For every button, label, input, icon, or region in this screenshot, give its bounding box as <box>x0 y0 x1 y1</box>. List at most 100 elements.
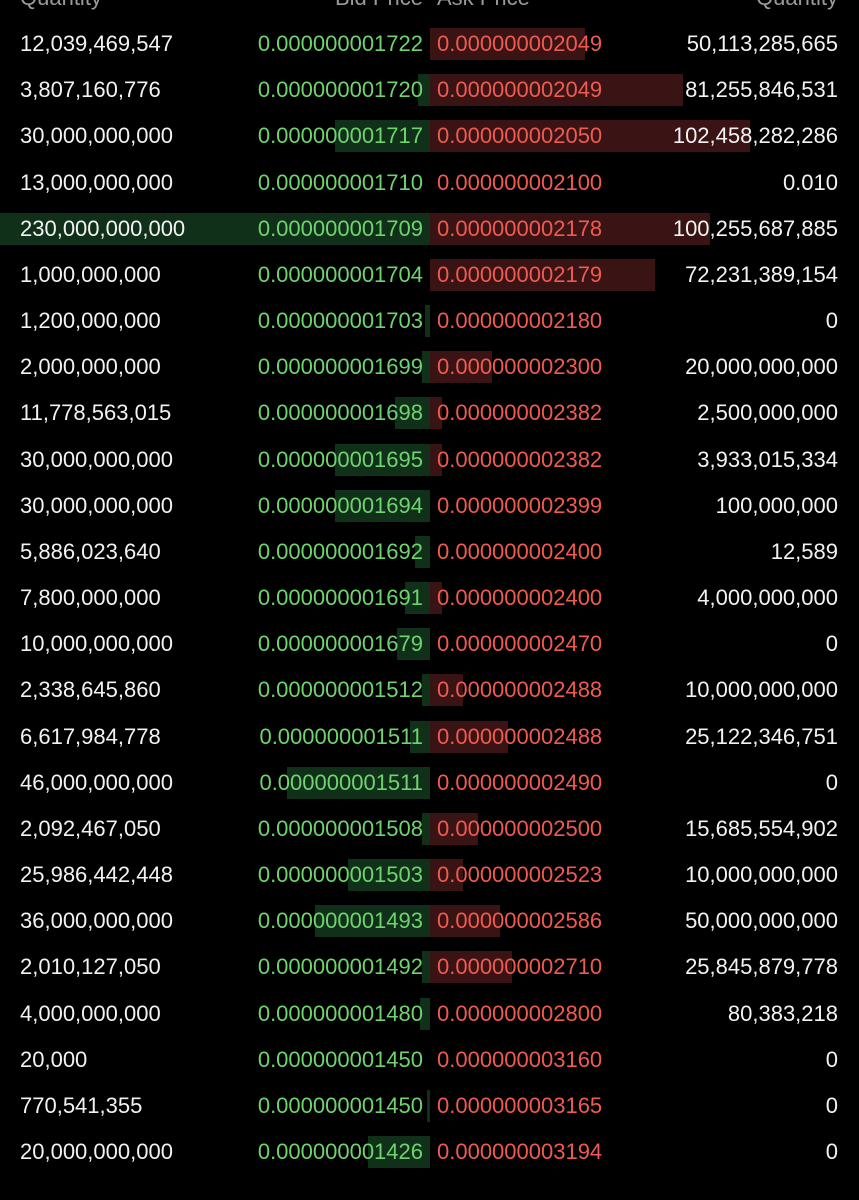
ask-depth-bar <box>430 582 442 615</box>
bid-quantity: 30,000,000,000 <box>20 446 173 472</box>
ask-depth-bar <box>430 674 463 707</box>
bid-quantity: 2,000,000,000 <box>20 354 161 380</box>
bid-depth-bar <box>335 489 430 522</box>
ask-price: 0.000000002049 <box>437 31 603 56</box>
bid-price: 0.000000001480 <box>257 1000 423 1026</box>
bid-depth-bar <box>348 859 430 892</box>
bid-depth-bar <box>418 74 430 107</box>
bid-price: 0.000000001508 <box>257 815 423 841</box>
bid-price: 0.000000001704 <box>257 261 423 287</box>
ask-price: 0.000000002180 <box>437 308 603 334</box>
ask-depth-bar <box>430 120 750 153</box>
bid-quantity: 12,039,469,547 <box>20 31 173 56</box>
bid-quantity: 25,986,442,448 <box>20 862 173 888</box>
ask-price: 0.000000002049 <box>437 77 603 103</box>
ask-price: 0.000000003165 <box>437 1092 603 1118</box>
ask-price: 0.000000002050 <box>437 123 603 149</box>
header-quantity: Quantity <box>756 0 838 13</box>
bid-quantity: 20,000 <box>20 1046 88 1072</box>
ask-quantity: 80,383,218 <box>727 1000 838 1026</box>
bid-depth-bar <box>405 582 430 615</box>
ask-depth-bar <box>430 905 500 938</box>
ask-quantity: 50,000,000,000 <box>685 908 838 934</box>
ask-quantity: 0 <box>825 769 838 795</box>
ask-price: 0.000000002179 <box>437 261 603 287</box>
bid-depth-bar <box>422 812 430 845</box>
ask-quantity: 0 <box>825 1046 838 1072</box>
bid-quantity: 5,886,023,640 <box>20 538 161 564</box>
header-bid-price: Bid Price <box>335 0 423 13</box>
ask-depth-bar <box>430 351 492 384</box>
ask-depth-bar <box>430 397 442 430</box>
ask-quantity: 25,122,346,751 <box>685 723 838 749</box>
ask-depth-bar <box>430 859 463 892</box>
bid-price: 0.000000001511 <box>259 769 423 795</box>
bid-price: 0.000000001703 <box>257 308 423 334</box>
bid-depth-bar <box>422 951 430 984</box>
ask-price: 0.000000002382 <box>437 400 603 426</box>
bid-depth-bar <box>315 905 430 938</box>
ask-quantity: 10,000,000,000 <box>685 677 838 703</box>
ask-depth-bar <box>430 951 512 984</box>
bid-price: 0.000000001511 <box>259 723 423 749</box>
ask-depth-bar <box>430 258 655 291</box>
bid-quantity: 10,000,000,000 <box>20 631 173 657</box>
ask-depth-bar <box>430 212 710 245</box>
bid-depth-bar <box>287 766 430 799</box>
bid-price: 0.000000001692 <box>257 538 423 564</box>
ask-depth-bar <box>430 28 585 60</box>
ask-quantity: 0.010 <box>782 169 838 195</box>
bid-price: 0.000000001717 <box>257 123 423 149</box>
bid-quantity: 1,000,000,000 <box>20 261 161 287</box>
ask-price: 0.000000002490 <box>437 769 603 795</box>
bid-depth-bar <box>422 351 430 384</box>
ask-quantity: 25,845,879,778 <box>685 954 838 980</box>
ask-price: 0.000000002586 <box>437 908 603 934</box>
ask-price: 0.000000002178 <box>437 215 603 241</box>
bid-price: 0.000000001709 <box>257 215 423 241</box>
ask-price: 0.000000002470 <box>437 631 603 657</box>
bid-quantity: 2,092,467,050 <box>20 815 161 841</box>
ask-price: 0.000000003160 <box>437 1046 603 1072</box>
ask-quantity: 50,113,285,665 <box>686 31 838 56</box>
ask-price: 0.000000002800 <box>437 1000 603 1026</box>
bid-price: 0.000000001679 <box>257 631 423 657</box>
bid-depth-bar <box>395 397 430 430</box>
bid-quantity: 20,000,000,000 <box>20 1139 173 1165</box>
ask-price: 0.000000002488 <box>437 677 603 703</box>
bid-price: 0.000000001695 <box>257 446 423 472</box>
ask-price: 0.000000002399 <box>437 492 603 518</box>
ask-quantity: 20,000,000,000 <box>685 354 838 380</box>
ask-quantity: 4,000,000,000 <box>697 585 838 611</box>
bid-quantity: 2,010,127,050 <box>20 954 161 980</box>
ask-quantity: 0 <box>825 1092 838 1118</box>
bid-depth-bar <box>410 720 430 753</box>
bid-price: 0.000000001426 <box>257 1139 423 1165</box>
ask-price: 0.000000002300 <box>437 354 603 380</box>
bid-quantity: 30,000,000,000 <box>20 492 173 518</box>
bid-price: 0.000000001503 <box>257 862 423 888</box>
ask-quantity: 15,685,554,902 <box>685 815 838 841</box>
bid-price: 0.000000001492 <box>257 954 423 980</box>
bid-quantity: 36,000,000,000 <box>20 908 173 934</box>
bid-price: 0.000000001720 <box>257 77 423 103</box>
ask-depth-bar <box>430 720 508 753</box>
bid-price: 0.000000001493 <box>257 908 423 934</box>
bid-depth-bar <box>427 1089 430 1122</box>
bid-depth-bar <box>425 305 430 338</box>
bid-quantity: 1,200,000,000 <box>20 308 161 334</box>
bid-quantity: 3,807,160,776 <box>20 77 161 103</box>
ask-quantity: 100,255,687,885 <box>672 215 838 241</box>
ask-depth-bar <box>430 812 478 845</box>
bid-price: 0.000000001722 <box>257 31 423 56</box>
bid-quantity: 30,000,000,000 <box>20 123 173 149</box>
ask-price: 0.000000002400 <box>437 538 603 564</box>
ask-depth-bar <box>430 443 442 476</box>
bid-depth-bar <box>420 997 430 1030</box>
bid-price: 0.000000001450 <box>257 1092 423 1118</box>
bid-price: 0.000000001694 <box>257 492 423 518</box>
header-ask-price: Ask Price <box>437 0 530 13</box>
bid-price: 0.000000001698 <box>257 400 423 426</box>
bid-quantity: 230,000,000,000 <box>20 215 186 241</box>
